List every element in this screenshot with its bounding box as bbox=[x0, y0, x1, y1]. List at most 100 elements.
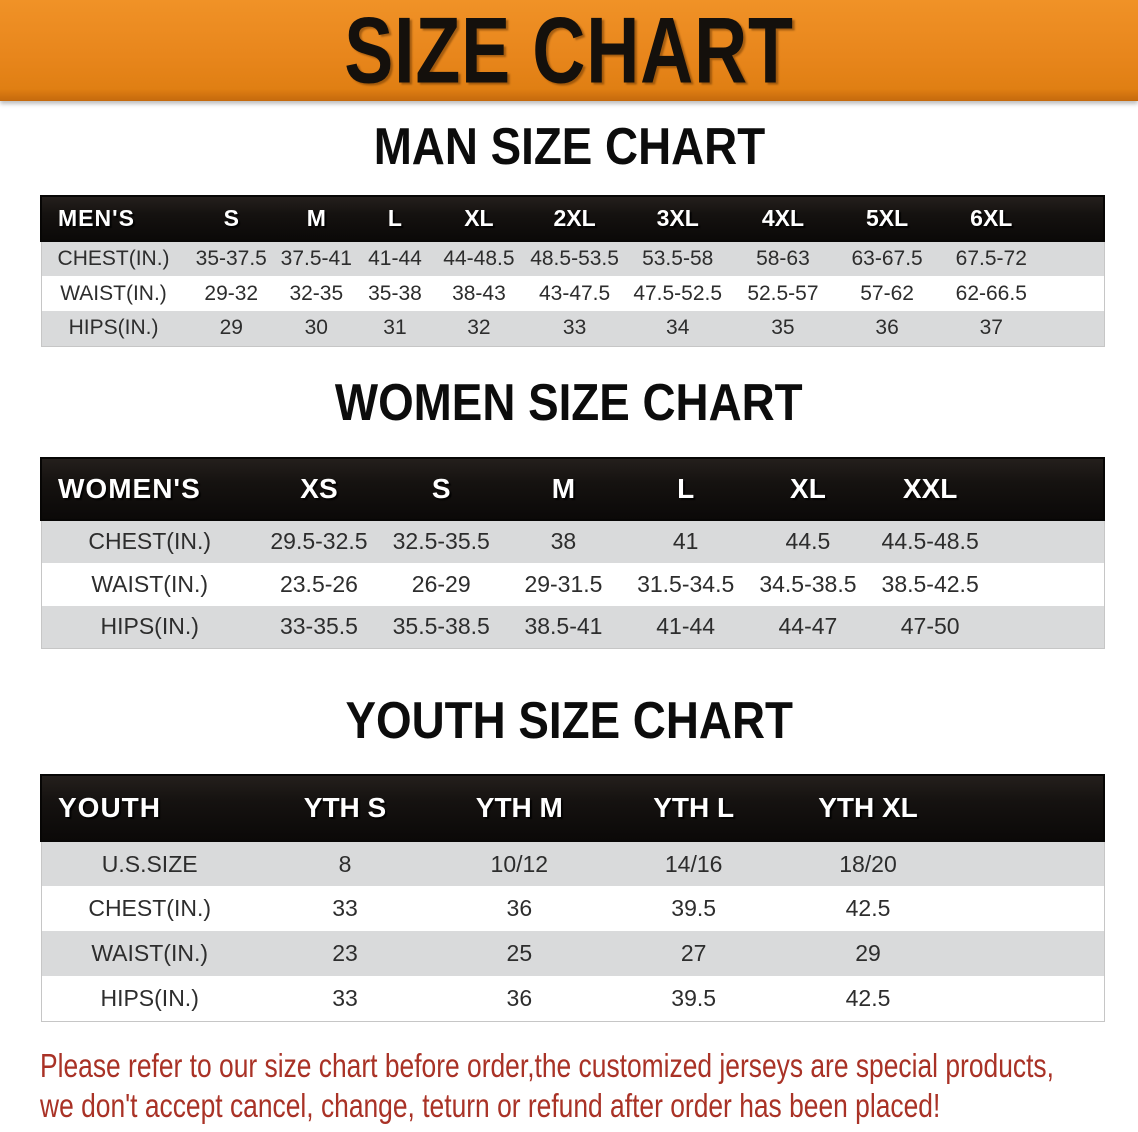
size-cell: 32.5-35.5 bbox=[380, 519, 503, 563]
column-header: YTH S bbox=[257, 774, 433, 842]
women-header-row: WOMEN'S XS S M L XL XXL bbox=[40, 456, 1105, 521]
disclaimer-line-2: we don't accept cancel, change, teturn o… bbox=[40, 1086, 941, 1124]
spacer-cell bbox=[955, 774, 1105, 842]
column-header: 3XL bbox=[625, 195, 730, 242]
row-label: HIPS(IN.) bbox=[41, 605, 258, 649]
size-cell: 42.5 bbox=[780, 886, 956, 931]
men-corner-label: MEN'S bbox=[40, 195, 186, 242]
column-header: XXL bbox=[869, 456, 992, 521]
table-row: CHEST(IN.) 35-37.5 37.5-41 41-44 44-48.5… bbox=[41, 241, 1104, 276]
size-cell: 26-29 bbox=[380, 562, 503, 606]
size-cell: 58-63 bbox=[729, 241, 837, 276]
size-cell: 38.5-42.5 bbox=[869, 562, 992, 606]
size-cell: 18/20 bbox=[780, 841, 956, 886]
size-cell: 33 bbox=[257, 976, 433, 1021]
size-cell: 44-48.5 bbox=[434, 241, 524, 276]
row-label: CHEST(IN.) bbox=[41, 886, 258, 931]
size-cell: 38-43 bbox=[434, 276, 524, 311]
size-cell: 38.5-41 bbox=[502, 605, 625, 649]
size-cell: 35 bbox=[729, 311, 837, 346]
size-cell: 33-35.5 bbox=[257, 605, 381, 649]
women-size-table: WOMEN'S XS S M L XL XXL CHEST(IN.) 29.5-… bbox=[40, 456, 1105, 649]
column-header: YTH L bbox=[606, 774, 781, 842]
column-header: XL bbox=[434, 195, 524, 242]
size-cell: 29 bbox=[780, 931, 956, 976]
table-row: WAIST(IN.) 29-32 32-35 35-38 38-43 43-47… bbox=[41, 276, 1104, 311]
size-cell: 34 bbox=[625, 311, 730, 346]
size-cell: 29.5-32.5 bbox=[257, 519, 381, 563]
size-cell: 36 bbox=[836, 311, 939, 346]
size-cell: 29 bbox=[185, 311, 277, 346]
size-cell: 39.5 bbox=[606, 886, 781, 931]
spacer-cell bbox=[991, 562, 1104, 606]
row-label: HIPS(IN.) bbox=[41, 311, 186, 346]
size-cell: 44-47 bbox=[746, 605, 870, 649]
column-header: 2XL bbox=[523, 195, 626, 242]
column-header: YTH M bbox=[432, 774, 607, 842]
spacer-cell bbox=[1044, 241, 1104, 276]
column-header: 6XL bbox=[938, 195, 1045, 242]
size-cell: 52.5-57 bbox=[729, 276, 837, 311]
row-label: WAIST(IN.) bbox=[41, 562, 258, 606]
column-header: XS bbox=[257, 456, 381, 521]
spacer-cell bbox=[955, 931, 1104, 976]
table-row: WAIST(IN.) 23 25 27 29 bbox=[41, 931, 1104, 976]
row-label: WAIST(IN.) bbox=[41, 931, 258, 976]
column-header: 5XL bbox=[836, 195, 939, 242]
size-cell: 32 bbox=[434, 311, 524, 346]
spacer-cell bbox=[955, 976, 1104, 1021]
table-row: HIPS(IN.) 33-35.5 35.5-38.5 38.5-41 41-4… bbox=[41, 605, 1104, 649]
size-cell: 41-44 bbox=[624, 605, 747, 649]
column-header: L bbox=[355, 195, 435, 242]
table-row: WAIST(IN.) 23.5-26 26-29 29-31.5 31.5-34… bbox=[41, 562, 1104, 606]
table-row: U.S.SIZE 8 10/12 14/16 18/20 bbox=[41, 841, 1104, 886]
spacer-cell bbox=[991, 605, 1104, 649]
size-cell: 44.5 bbox=[746, 519, 870, 563]
column-header: M bbox=[502, 456, 625, 521]
size-cell: 27 bbox=[606, 931, 781, 976]
title-banner: SIZE CHART bbox=[0, 0, 1138, 101]
column-header: XL bbox=[746, 456, 870, 521]
youth-section-heading: YOUTH SIZE CHART bbox=[0, 695, 1138, 747]
column-header: S bbox=[380, 456, 503, 521]
size-cell: 34.5-38.5 bbox=[746, 562, 870, 606]
size-cell: 30 bbox=[276, 311, 356, 346]
size-cell: 32-35 bbox=[276, 276, 356, 311]
table-row: HIPS(IN.) 33 36 39.5 42.5 bbox=[41, 976, 1104, 1021]
size-cell: 35-37.5 bbox=[185, 241, 277, 276]
spacer-cell bbox=[955, 886, 1104, 931]
size-cell: 35-38 bbox=[355, 276, 435, 311]
spacer-cell bbox=[991, 519, 1104, 563]
spacer-cell bbox=[991, 456, 1105, 521]
table-row: CHEST(IN.) 33 36 39.5 42.5 bbox=[41, 886, 1104, 931]
size-cell: 57-62 bbox=[836, 276, 939, 311]
size-cell: 14/16 bbox=[606, 841, 781, 886]
women-section-heading-text: WOMEN SIZE CHART bbox=[335, 373, 803, 432]
size-cell: 29-31.5 bbox=[502, 562, 625, 606]
size-cell: 23.5-26 bbox=[257, 562, 381, 606]
spacer-cell bbox=[955, 841, 1104, 886]
row-label: HIPS(IN.) bbox=[41, 976, 258, 1021]
size-cell: 23 bbox=[257, 931, 433, 976]
size-cell: 42.5 bbox=[780, 976, 956, 1021]
disclaimer: Please refer to our size chart before or… bbox=[40, 1046, 1138, 1126]
size-cell: 48.5-53.5 bbox=[523, 241, 626, 276]
size-cell: 53.5-58 bbox=[625, 241, 730, 276]
women-corner-label: WOMEN'S bbox=[40, 456, 258, 521]
size-cell: 36 bbox=[432, 976, 607, 1021]
size-cell: 39.5 bbox=[606, 976, 781, 1021]
spacer-cell bbox=[1044, 311, 1104, 346]
size-cell: 10/12 bbox=[432, 841, 607, 886]
size-cell: 35.5-38.5 bbox=[380, 605, 503, 649]
row-label: CHEST(IN.) bbox=[41, 519, 258, 563]
size-cell: 43-47.5 bbox=[523, 276, 626, 311]
size-cell: 41-44 bbox=[355, 241, 435, 276]
table-row: HIPS(IN.) 29 30 31 32 33 34 35 36 37 bbox=[41, 311, 1104, 346]
size-cell: 29-32 bbox=[185, 276, 277, 311]
size-cell: 33 bbox=[257, 886, 433, 931]
page-title: SIZE CHART bbox=[344, 0, 794, 103]
column-header: YTH XL bbox=[780, 774, 956, 842]
table-row: CHEST(IN.) 29.5-32.5 32.5-35.5 38 41 44.… bbox=[41, 519, 1104, 563]
size-cell: 41 bbox=[624, 519, 747, 563]
size-cell: 37 bbox=[938, 311, 1045, 346]
